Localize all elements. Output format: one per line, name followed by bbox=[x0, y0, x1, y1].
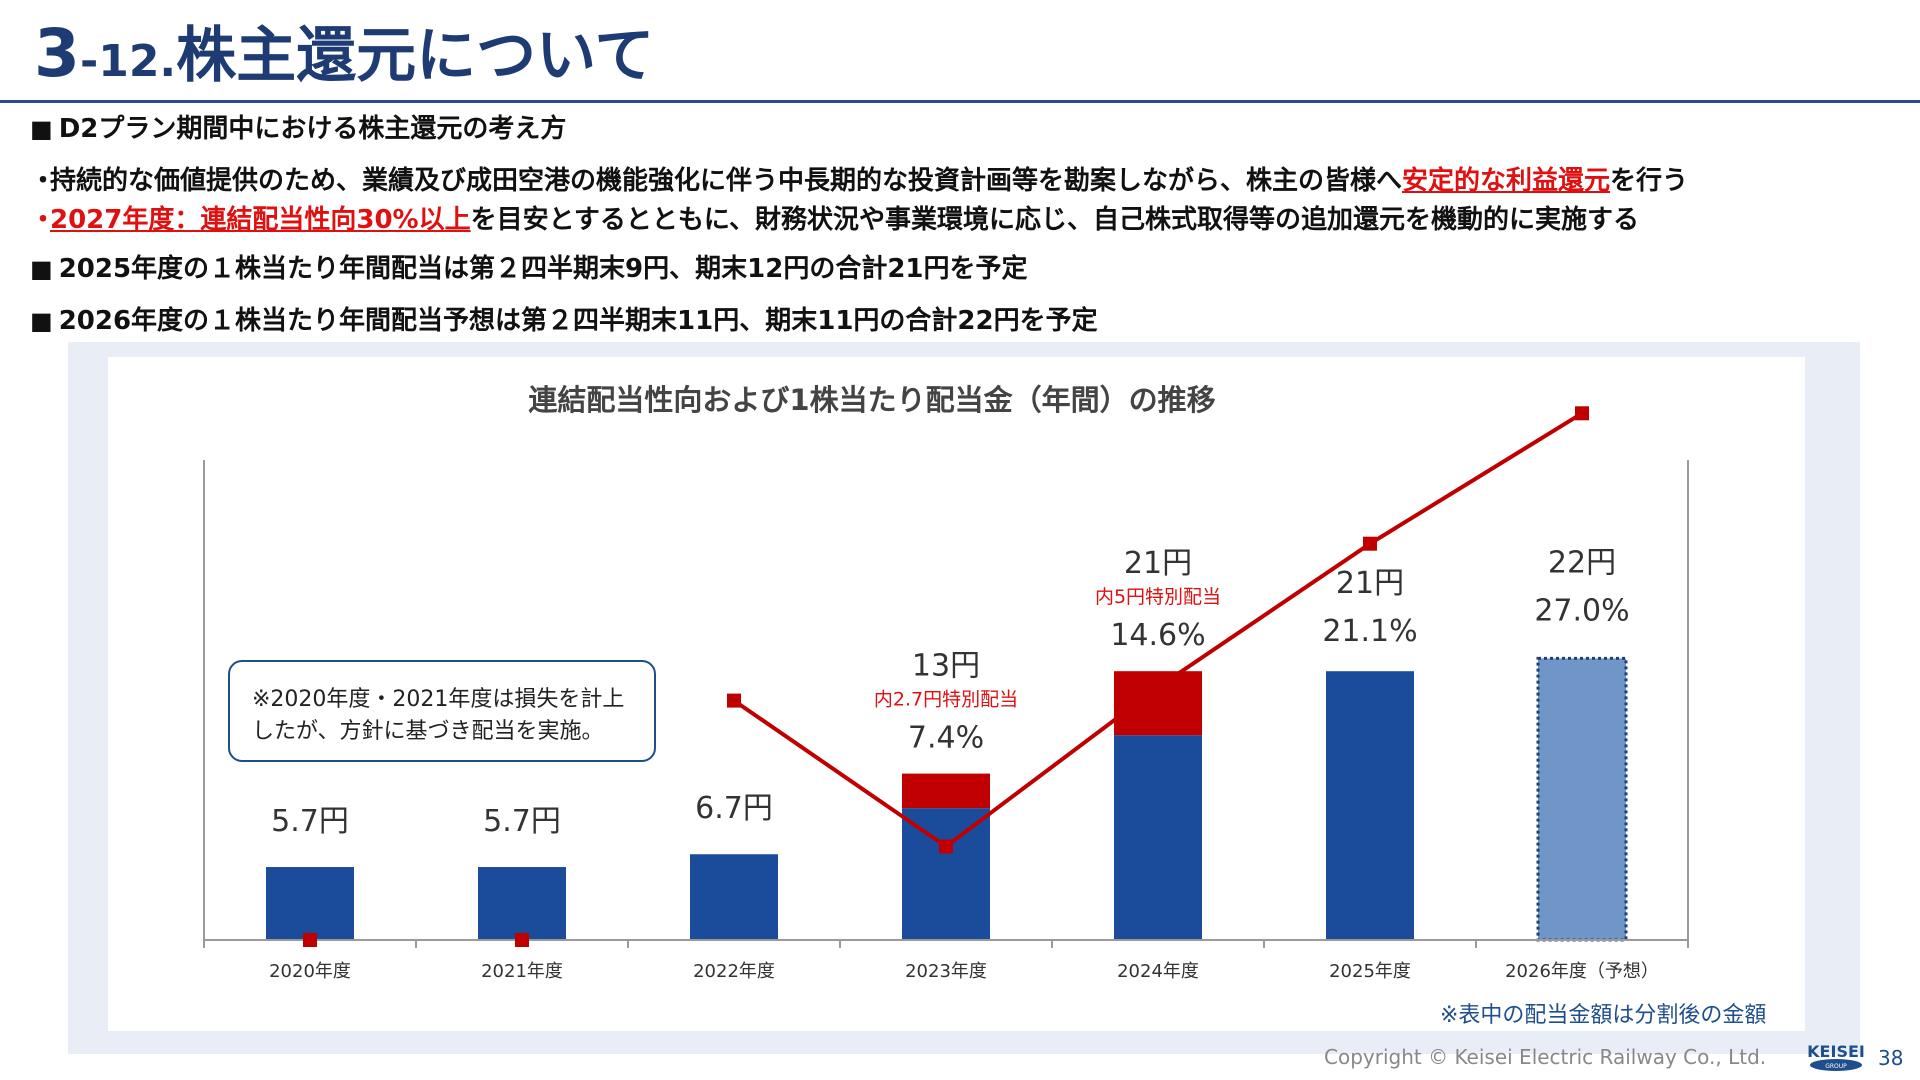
page-number: 38 bbox=[1878, 1046, 1904, 1070]
payout-ratio-label: 21.1% bbox=[1322, 614, 1417, 649]
loss-note-line2: したが、方針に基づき配当を実施。 bbox=[252, 719, 604, 744]
dividend-label: 6.7円 bbox=[695, 791, 773, 826]
payout-ratio-label: 14.6% bbox=[1110, 618, 1205, 653]
bullet-highlight: 2027年度：連結配当性向30%以上 bbox=[50, 205, 471, 235]
bar-regular-dividend bbox=[1114, 735, 1202, 940]
chart-title: 連結配当性向および1株当たり配当金（年間）の推移 bbox=[528, 383, 1215, 417]
keisei-logo-icon: KEISEI GROUP bbox=[1807, 1042, 1865, 1071]
bullet-stable-return: ・持続的な価値提供のため、業績及び成田空港の機能強化に伴う中長期的な投資計画等を… bbox=[30, 164, 1688, 198]
bar-regular-dividend bbox=[266, 867, 354, 940]
payout-ratio-marker bbox=[303, 933, 317, 947]
dividend-label: 22円 bbox=[1548, 545, 1616, 580]
bar-regular-dividend bbox=[690, 854, 778, 940]
x-tick-label: 2024年度 bbox=[1117, 961, 1199, 982]
special-dividend-label: 内2.7円特別配当 bbox=[874, 689, 1018, 711]
title-dash: - bbox=[79, 36, 99, 87]
bullet-text-b: を行う bbox=[1610, 166, 1689, 196]
bullet-payout-target: ・2027年度：連結配当性向30%以上を目安とするとともに、財務状況や事業環境に… bbox=[30, 203, 1639, 237]
dividend-label: 5.7円 bbox=[483, 804, 561, 839]
page-title: 3-12.株主還元について bbox=[34, 16, 654, 92]
dividend-label: 13円 bbox=[912, 649, 980, 684]
heading-fy2026: ■ 2026年度の１株当たり年間配当予想は第２四半期末11円、期末11円の合計22… bbox=[30, 304, 1098, 338]
x-tick-label: 2026年度（予想） bbox=[1505, 961, 1659, 982]
x-tick-label: 2025年度 bbox=[1329, 961, 1411, 982]
bullet-text-b: を目安とするとともに、財務状況や事業環境に応じ、自己株式取得等の追加還元を機動的… bbox=[470, 205, 1640, 235]
title-subsection-number: 12. bbox=[98, 36, 177, 87]
payout-ratio-label: 7.4% bbox=[908, 721, 984, 756]
dividend-label: 21円 bbox=[1124, 546, 1192, 581]
bar-regular-dividend bbox=[1326, 671, 1414, 940]
square-bullet-icon: ■ bbox=[30, 255, 53, 283]
bullet-highlight: 安定的な利益還元 bbox=[1402, 166, 1611, 196]
bullet-text-a: 持続的な価値提供のため、業績及び成田空港の機能強化に伴う中長期的な投資計画等を勘… bbox=[50, 166, 1403, 196]
title-text: 株主還元について bbox=[176, 21, 655, 91]
payout-ratio-label: 27.0% bbox=[1534, 593, 1629, 628]
payout-ratio-marker bbox=[1151, 680, 1165, 695]
x-tick-label: 2021年度 bbox=[481, 961, 563, 982]
heading-policy: ■ D2プラン期間中における株主還元の考え方 bbox=[30, 112, 566, 146]
payout-ratio-marker bbox=[1363, 536, 1377, 551]
copyright: Copyright © Keisei Electric Railway Co.,… bbox=[1324, 1045, 1767, 1069]
heading-fy2026-text: 2026年度の１株当たり年間配当予想は第２四半期末11円、期末11円の合計22円… bbox=[58, 306, 1098, 336]
split-footnote: ※表中の配当金額は分割後の金額 bbox=[1440, 1003, 1767, 1028]
heading-fy2025-text: 2025年度の１株当たり年間配当は第２四半期末9円、期末12円の合計21円を予定 bbox=[58, 254, 1028, 284]
payout-ratio-marker bbox=[515, 933, 529, 947]
heading-policy-text: D2プラン期間中における株主還元の考え方 bbox=[58, 114, 567, 144]
square-bullet-icon: ■ bbox=[30, 307, 53, 335]
payout-ratio-marker bbox=[939, 839, 953, 854]
bar-regular-dividend bbox=[902, 808, 990, 940]
special-dividend-label: 内5円特別配当 bbox=[1095, 586, 1221, 608]
x-tick-label: 2022年度 bbox=[693, 961, 775, 982]
loss-note: ※2020年度・2021年度は損失を計上 したが、方針に基づき配当を実施。 bbox=[228, 660, 656, 762]
payout-ratio-marker bbox=[727, 693, 741, 708]
heading-fy2025: ■ 2025年度の１株当たり年間配当は第２四半期末9円、期末12円の合計21円を予… bbox=[30, 252, 1028, 286]
bar-special-dividend bbox=[902, 773, 990, 809]
dividend-label: 21円 bbox=[1336, 566, 1404, 601]
title-section-number: 3 bbox=[34, 15, 80, 92]
logo-sub: GROUP bbox=[1825, 1063, 1847, 1070]
loss-note-line1: ※2020年度・2021年度は損失を計上 bbox=[252, 687, 625, 712]
bar-forecast bbox=[1536, 656, 1628, 942]
square-bullet-icon: ■ bbox=[30, 115, 53, 143]
title-divider bbox=[0, 100, 1920, 103]
logo-text: KEISEI bbox=[1807, 1042, 1865, 1061]
dividend-label: 5.7円 bbox=[271, 804, 349, 839]
x-tick-label: 2020年度 bbox=[269, 961, 351, 982]
payout-ratio-marker bbox=[1575, 406, 1589, 421]
x-tick-label: 2023年度 bbox=[905, 961, 987, 982]
bar-regular-dividend bbox=[478, 867, 566, 940]
